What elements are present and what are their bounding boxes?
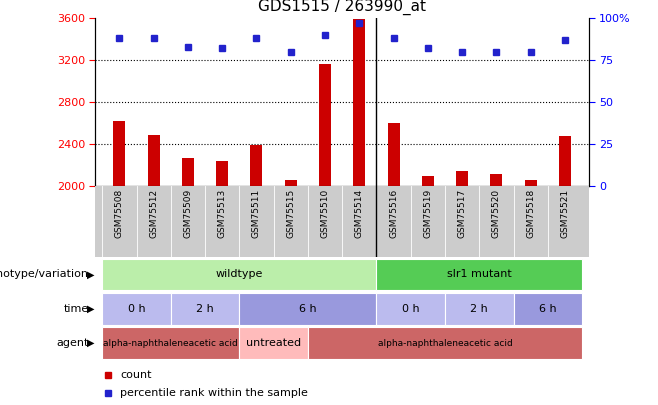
Bar <box>102 293 171 325</box>
Bar <box>456 171 468 186</box>
Text: slr1 mutant: slr1 mutant <box>447 269 512 279</box>
Text: percentile rank within the sample: percentile rank within the sample <box>120 388 308 398</box>
Bar <box>353 19 365 186</box>
Bar <box>319 64 331 186</box>
Text: agent: agent <box>57 338 89 348</box>
Text: GSM75508: GSM75508 <box>115 188 124 238</box>
Bar <box>147 135 160 186</box>
Text: 2 h: 2 h <box>470 304 488 314</box>
Text: GSM75511: GSM75511 <box>252 188 261 238</box>
Text: wildtype: wildtype <box>216 269 263 279</box>
Text: count: count <box>120 370 151 380</box>
Text: ▶: ▶ <box>87 338 94 348</box>
Text: GSM75517: GSM75517 <box>457 188 467 238</box>
Text: GSM75510: GSM75510 <box>320 188 330 238</box>
Bar <box>216 160 228 186</box>
Text: GSM75520: GSM75520 <box>492 188 501 238</box>
Bar <box>376 293 445 325</box>
Text: alpha-naphthaleneacetic acid: alpha-naphthaleneacetic acid <box>103 339 238 348</box>
Text: 0 h: 0 h <box>128 304 145 314</box>
Text: GSM75509: GSM75509 <box>184 188 192 238</box>
Text: time: time <box>64 304 89 314</box>
Text: GSM75518: GSM75518 <box>526 188 535 238</box>
Bar <box>308 327 582 359</box>
Bar <box>251 145 263 186</box>
Bar <box>240 293 376 325</box>
Bar <box>445 293 513 325</box>
Text: ▶: ▶ <box>87 269 94 279</box>
Bar <box>102 327 240 359</box>
Bar <box>171 293 240 325</box>
Text: 6 h: 6 h <box>299 304 316 314</box>
Bar <box>524 180 537 186</box>
Text: 2 h: 2 h <box>196 304 214 314</box>
Bar <box>490 174 502 186</box>
Text: GSM75513: GSM75513 <box>218 188 227 238</box>
Text: GSM75519: GSM75519 <box>423 188 432 238</box>
Bar <box>376 258 582 290</box>
Bar <box>102 258 376 290</box>
Title: GDS1515 / 263990_at: GDS1515 / 263990_at <box>258 0 426 15</box>
Text: genotype/variation: genotype/variation <box>0 269 89 279</box>
Bar <box>113 121 126 186</box>
Bar <box>240 327 308 359</box>
Text: GSM75516: GSM75516 <box>389 188 398 238</box>
Bar <box>285 180 297 186</box>
Bar <box>422 176 434 186</box>
Text: GSM75514: GSM75514 <box>355 188 364 238</box>
Bar <box>559 136 571 186</box>
Text: GSM75512: GSM75512 <box>149 188 158 238</box>
Bar <box>388 123 399 186</box>
Text: GSM75521: GSM75521 <box>561 188 569 238</box>
Text: 0 h: 0 h <box>402 304 420 314</box>
Text: ▶: ▶ <box>87 304 94 314</box>
Text: untreated: untreated <box>246 338 301 348</box>
Text: alpha-naphthaleneacetic acid: alpha-naphthaleneacetic acid <box>378 339 513 348</box>
Bar <box>182 158 194 186</box>
Bar <box>513 293 582 325</box>
Text: GSM75515: GSM75515 <box>286 188 295 238</box>
Text: 6 h: 6 h <box>539 304 557 314</box>
